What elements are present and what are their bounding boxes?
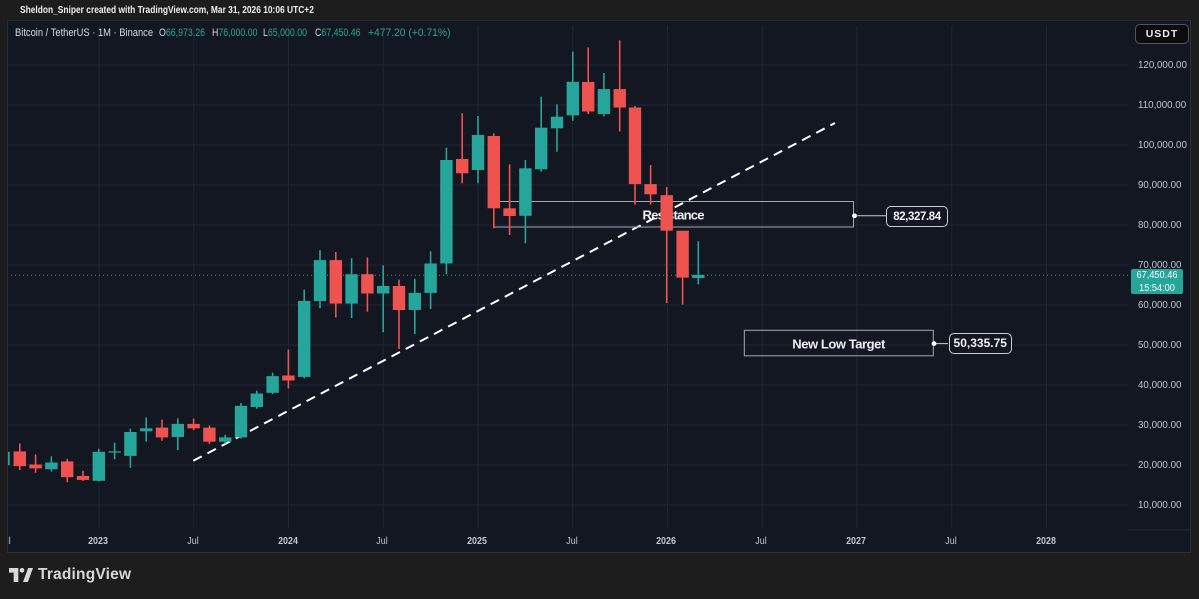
svg-text:New Low Target: New Low Target xyxy=(792,336,886,351)
svg-text:Resistance: Resistance xyxy=(643,208,705,223)
